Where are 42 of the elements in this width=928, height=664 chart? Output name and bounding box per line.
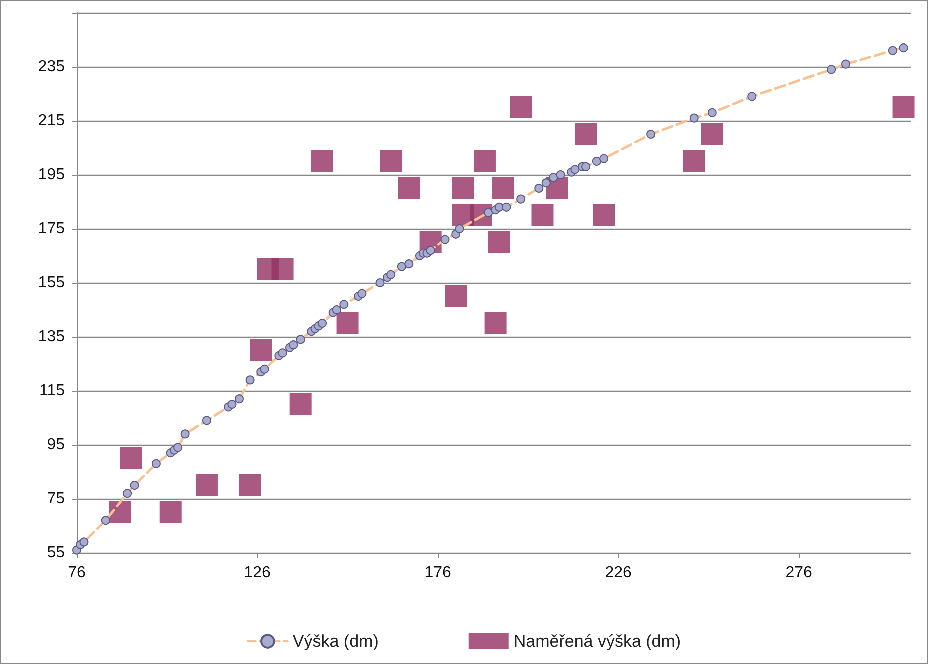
y-tick-label: 75 [47, 490, 66, 508]
point [109, 502, 132, 524]
point [484, 312, 507, 334]
point [452, 178, 474, 200]
point [474, 150, 496, 172]
point [250, 340, 272, 362]
x-tick-label: 226 [605, 564, 632, 582]
point [532, 204, 554, 226]
point [120, 448, 142, 470]
x-tick-label: 276 [786, 564, 813, 582]
point [593, 204, 616, 226]
point [290, 394, 312, 416]
point [196, 474, 218, 496]
x-tick-label: 126 [244, 564, 271, 582]
point [445, 286, 468, 308]
point [683, 150, 706, 172]
y-tick-label: 215 [38, 112, 66, 130]
x-tick-label: 176 [424, 564, 452, 582]
point [160, 502, 182, 524]
point [336, 312, 359, 334]
y-tick-label: 155 [38, 274, 66, 292]
legend-label: Naměřená výška (dm) [514, 632, 682, 651]
y-tick-label: 95 [47, 436, 66, 454]
y-tick-label: 55 [47, 544, 66, 562]
point [312, 150, 334, 172]
point [398, 178, 420, 200]
y-tick-label: 135 [38, 328, 66, 346]
point [272, 258, 294, 280]
point [701, 124, 724, 146]
point [380, 150, 402, 172]
point [510, 96, 532, 118]
point [575, 124, 598, 146]
point [239, 474, 262, 496]
y-tick-label: 235 [38, 58, 66, 76]
legend-label: Výška (dm) [292, 632, 379, 651]
y-tick-label: 195 [38, 166, 66, 184]
point [492, 178, 514, 200]
x-tick-label: 76 [68, 564, 86, 582]
point [892, 96, 915, 118]
y-tick-label: 115 [39, 382, 66, 400]
y-tick-label: 175 [38, 220, 66, 238]
point [488, 232, 510, 254]
